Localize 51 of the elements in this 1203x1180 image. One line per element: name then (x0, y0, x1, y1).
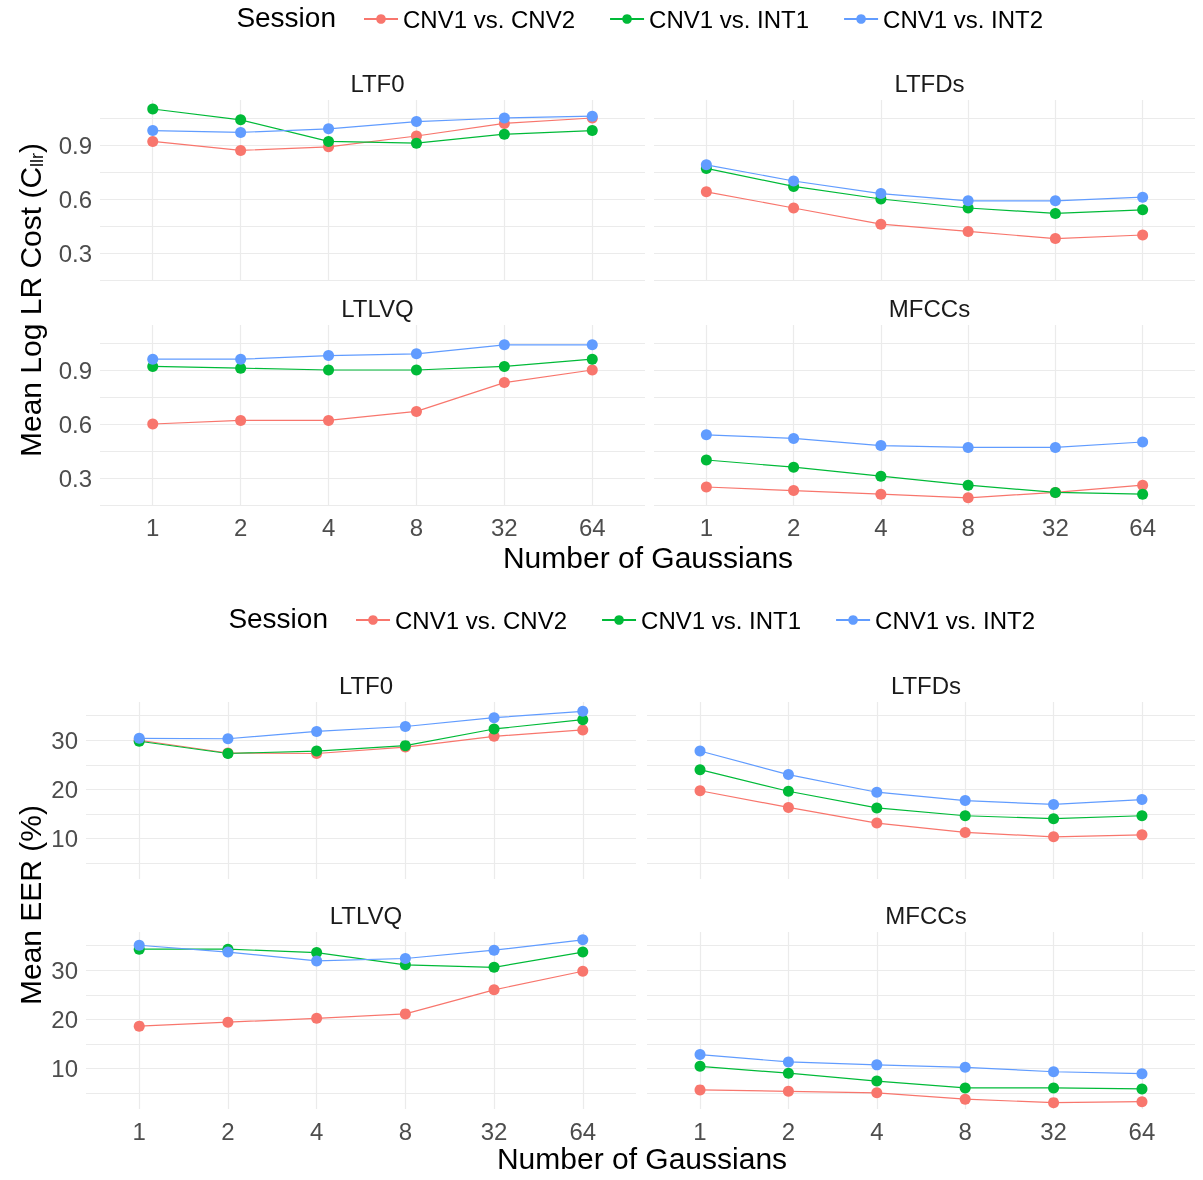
x-tick-label: 1 (699, 513, 714, 541)
x-tick-label: 64 (1128, 1117, 1156, 1145)
x-tick-label: 32 (491, 513, 518, 541)
x-tick-label: 8 (958, 1117, 972, 1145)
y-axis-title: Mean Log LR Cost (Cllr) (13, 142, 47, 458)
x-tick-label: 4 (874, 513, 888, 541)
y-axis-title: Mean EER (%) (13, 804, 47, 1006)
x-tick-label: 1 (146, 513, 160, 541)
x-tick-label: 4 (321, 513, 336, 541)
chart-title: LTLVQ (341, 294, 414, 322)
x-tick-label: 32 (1040, 1117, 1067, 1145)
x-tick-label: 8 (409, 513, 424, 541)
chart-title: LTLVQ (329, 901, 403, 929)
x-tick-label: 32 (1042, 513, 1069, 541)
chart-title: LTF0 (338, 671, 394, 699)
y-tick-label: 0.3 (58, 464, 92, 492)
x-tick-label: 2 (221, 1117, 235, 1145)
x-tick-label: 4 (309, 1117, 324, 1145)
legend-label: CNV1 vs. CNV2 (395, 606, 568, 634)
chart-title: LTF0 (350, 69, 405, 97)
y-tick-label: 20 (51, 1005, 78, 1033)
legend-label: CNV1 vs. CNV2 (403, 5, 576, 33)
legend-title: Session (228, 602, 328, 634)
x-tick-label: 64 (1129, 513, 1156, 541)
y-tick-label: 0.3 (58, 239, 92, 267)
legend-label: CNV1 vs. INT2 (875, 606, 1036, 634)
y-tick-label: 0.9 (58, 131, 92, 159)
y-tick-label: 30 (51, 956, 78, 984)
y-tick-label: 30 (51, 726, 78, 754)
y-tick-label: 0.6 (58, 410, 92, 438)
legend-label: CNV1 vs. INT2 (883, 5, 1044, 33)
x-axis-title: Number of Gaussians (502, 540, 794, 574)
x-tick-label: 8 (398, 1117, 413, 1145)
y-tick-label: 0.6 (58, 185, 92, 213)
x-tick-label: 64 (578, 513, 606, 541)
chart-title: LTFDs (894, 69, 965, 97)
legend-label: CNV1 vs. INT1 (641, 606, 802, 634)
x-tick-label: 2 (786, 513, 801, 541)
y-tick-label: 10 (51, 824, 78, 852)
legend-title: Session (236, 1, 336, 33)
y-tick-label: 20 (51, 775, 78, 803)
legend-label: CNV1 vs. INT1 (649, 5, 810, 33)
chart-title: MFCCs (885, 901, 967, 929)
chart-title: MFCCs (888, 294, 971, 322)
x-tick-label: 1 (132, 1117, 146, 1145)
chart-title: LTFDs (890, 671, 962, 699)
y-tick-label: 10 (51, 1054, 78, 1082)
x-tick-label: 2 (233, 513, 248, 541)
x-tick-label: 4 (870, 1117, 884, 1145)
y-tick-label: 0.9 (58, 356, 92, 384)
x-tick-label: 8 (961, 513, 975, 541)
